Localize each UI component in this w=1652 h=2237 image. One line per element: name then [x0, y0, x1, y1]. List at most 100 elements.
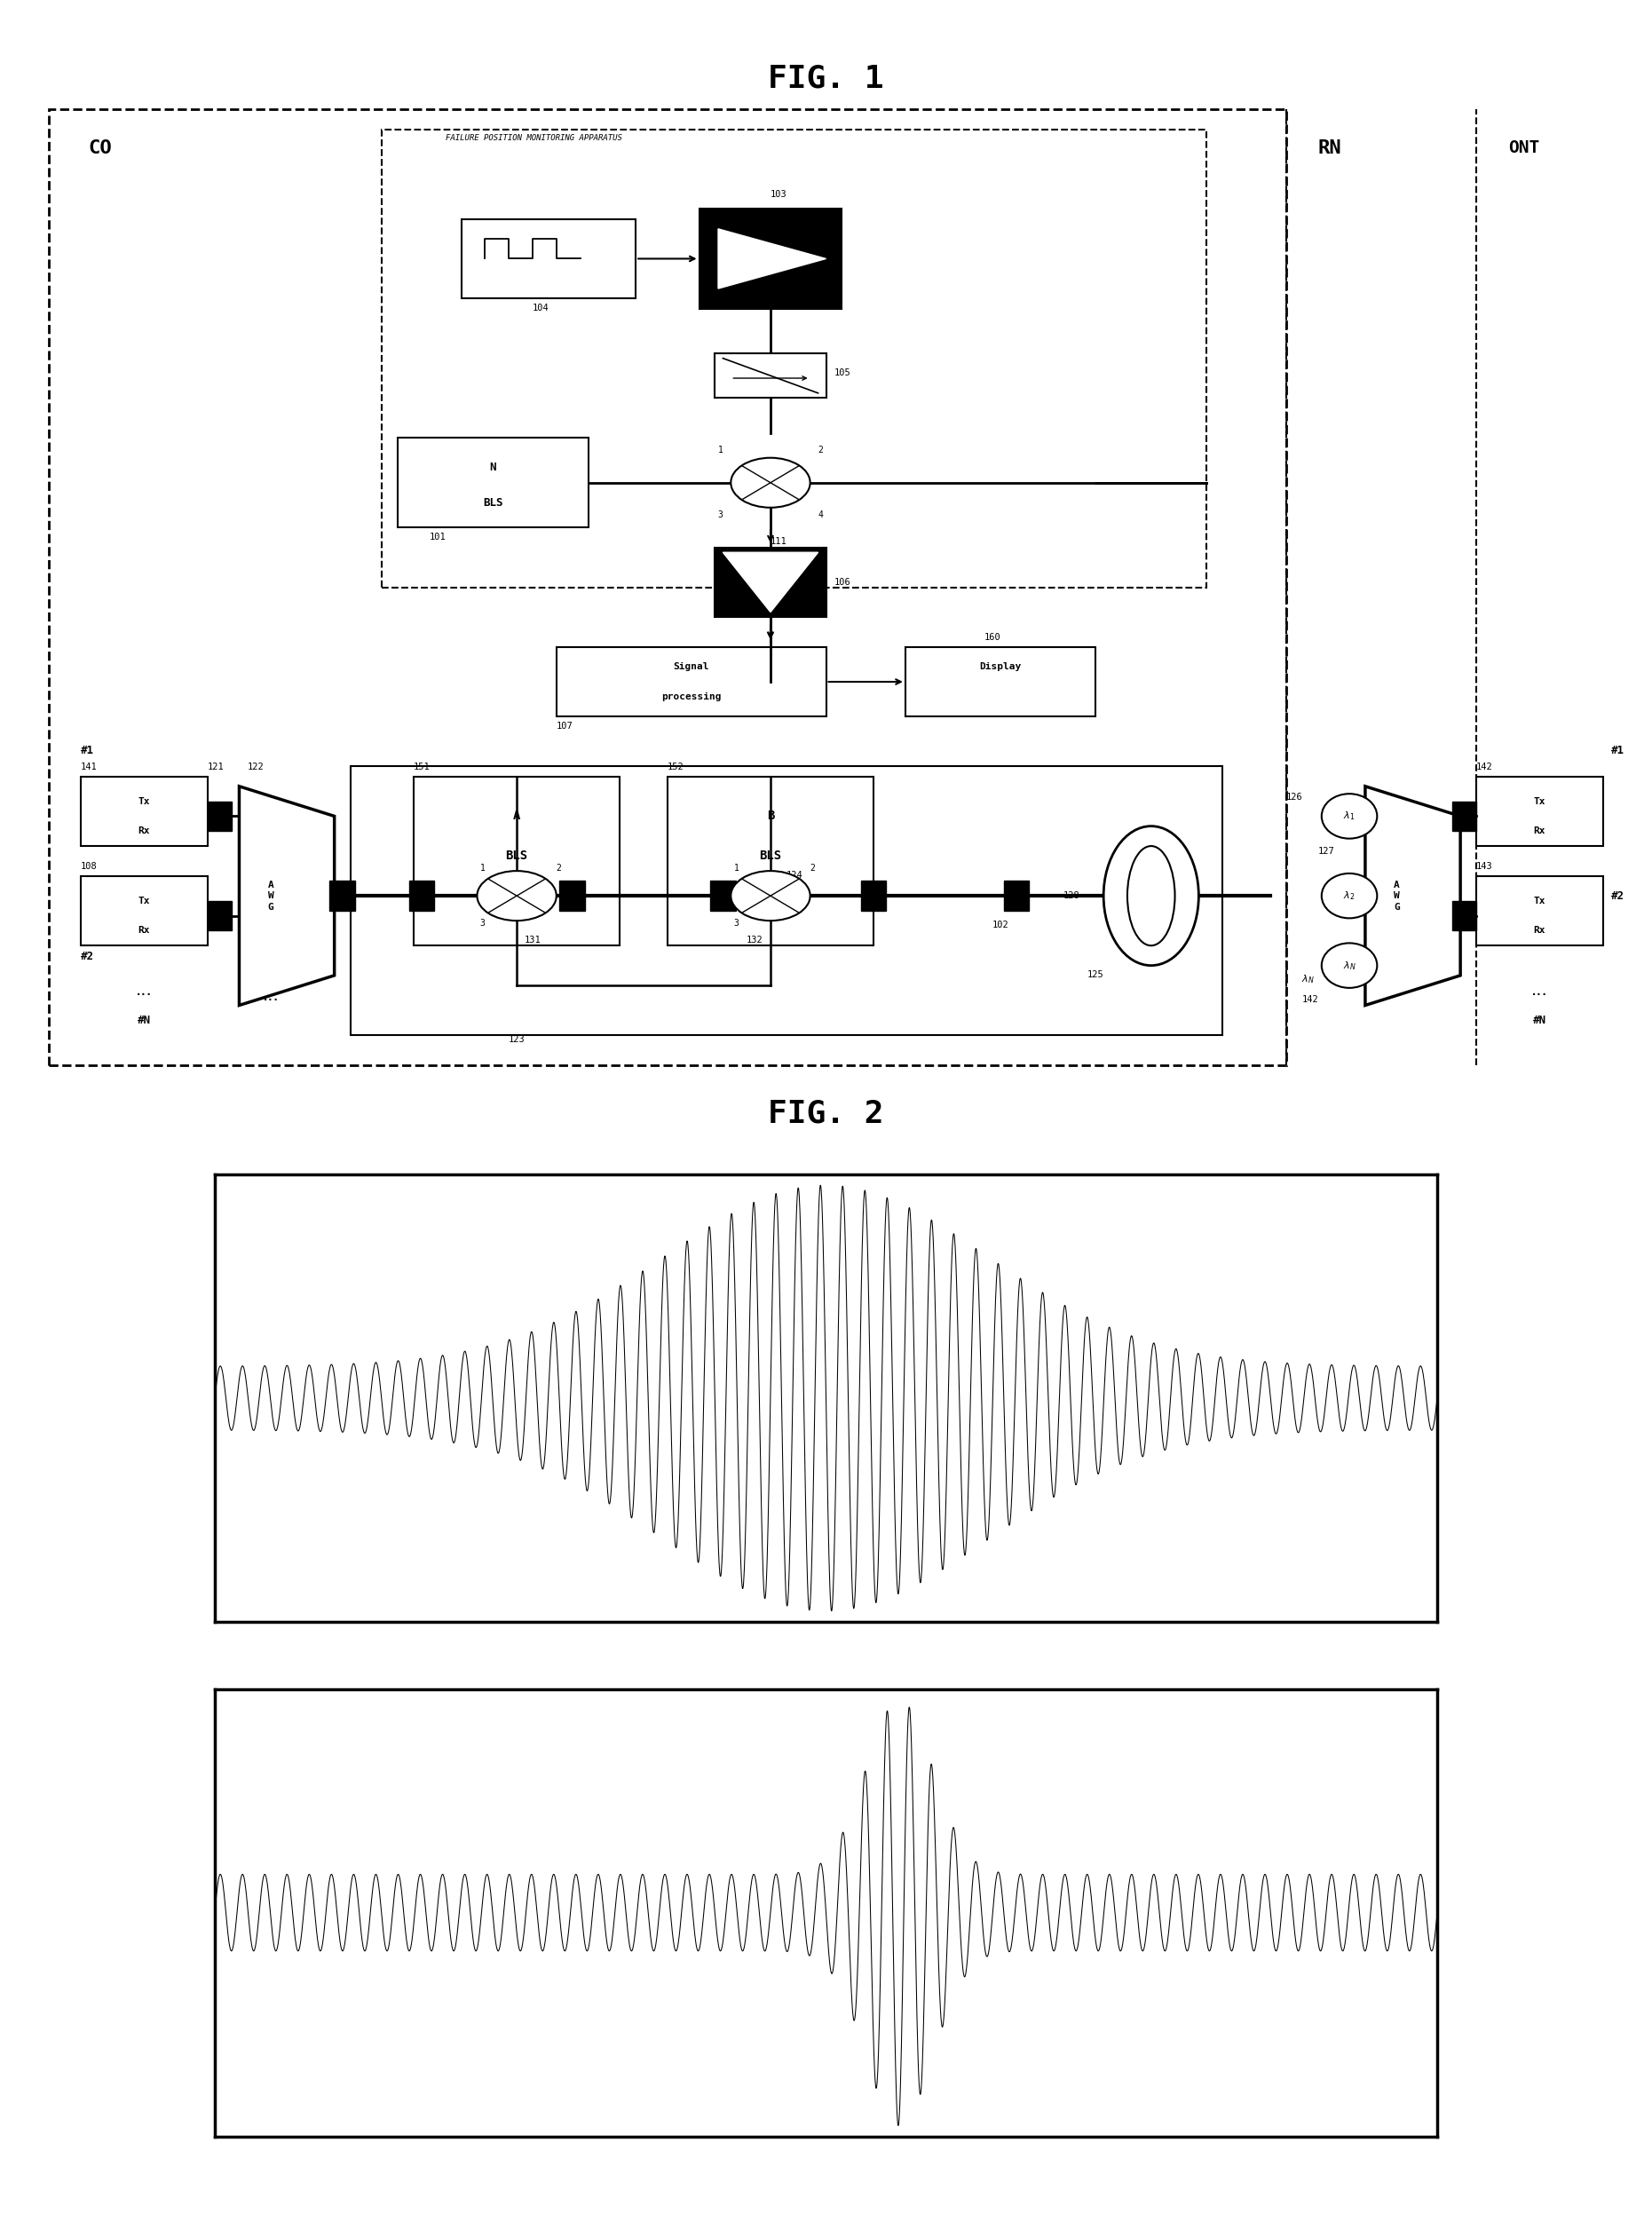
Ellipse shape	[1322, 872, 1378, 917]
Text: #2: #2	[1611, 890, 1624, 902]
Text: ...: ...	[1531, 982, 1548, 998]
Text: Tx: Tx	[1533, 796, 1546, 805]
Text: 160: 160	[985, 633, 1001, 642]
Text: 1: 1	[733, 863, 738, 872]
Text: 125: 125	[1087, 971, 1104, 980]
Bar	[1477, 776, 1602, 846]
Text: 141: 141	[81, 763, 97, 772]
Text: #2: #2	[81, 951, 94, 962]
Text: CO: CO	[89, 139, 112, 157]
Text: Rx: Rx	[1533, 926, 1546, 935]
Text: ...: ...	[263, 987, 279, 1004]
Text: 2: 2	[809, 863, 816, 872]
Text: BLS: BLS	[506, 850, 529, 861]
Text: 2: 2	[818, 445, 823, 454]
Text: Tx: Tx	[139, 897, 150, 906]
Text: 3: 3	[733, 919, 738, 928]
Text: 102: 102	[993, 922, 1009, 931]
Text: Rx: Rx	[1533, 828, 1546, 837]
Text: 128: 128	[1064, 890, 1080, 899]
Bar	[715, 353, 826, 398]
Bar	[50, 110, 1285, 1065]
Text: A
W
G: A W G	[1394, 881, 1399, 910]
Text: $\lambda_N$: $\lambda_N$	[1343, 960, 1356, 971]
Text: Signal: Signal	[674, 662, 709, 671]
Bar	[710, 881, 735, 910]
Text: 4: 4	[818, 510, 823, 519]
Polygon shape	[719, 228, 826, 289]
Text: 101: 101	[430, 532, 446, 541]
Text: 127: 127	[1318, 848, 1335, 857]
Ellipse shape	[1322, 794, 1378, 839]
Text: 107: 107	[557, 723, 573, 731]
Text: N: N	[489, 463, 496, 474]
Text: ...: ...	[135, 982, 152, 998]
Text: 124: 124	[786, 870, 803, 879]
Text: #N: #N	[1533, 1013, 1546, 1027]
Bar	[560, 881, 585, 910]
Circle shape	[730, 870, 809, 922]
Bar	[667, 776, 874, 946]
Bar	[557, 646, 826, 716]
Bar	[81, 877, 208, 946]
Text: 121: 121	[208, 763, 225, 772]
Text: FIG. 2: FIG. 2	[768, 1098, 884, 1130]
Text: 106: 106	[834, 577, 851, 586]
Bar	[699, 208, 843, 309]
Text: BLS: BLS	[482, 497, 502, 508]
Text: 151: 151	[413, 763, 430, 772]
Text: Rx: Rx	[139, 828, 150, 837]
Text: processing: processing	[661, 691, 722, 700]
Text: 142: 142	[1302, 995, 1318, 1004]
Circle shape	[730, 459, 809, 508]
Ellipse shape	[1104, 825, 1199, 966]
Text: $\lambda_1$: $\lambda_1$	[1343, 810, 1355, 823]
Text: 143: 143	[1477, 861, 1493, 870]
Text: 1: 1	[717, 445, 724, 454]
Text: RN: RN	[1318, 139, 1341, 157]
Text: 103: 103	[770, 190, 786, 199]
Bar	[1004, 881, 1029, 910]
Bar	[208, 902, 231, 931]
Text: 108: 108	[81, 861, 97, 870]
Bar	[1452, 801, 1477, 832]
Text: 3: 3	[717, 510, 724, 519]
Bar	[413, 776, 620, 946]
Text: A
W
G: A W G	[268, 881, 274, 910]
Ellipse shape	[1322, 944, 1378, 989]
Text: A: A	[514, 810, 520, 823]
Ellipse shape	[1127, 846, 1175, 946]
Bar	[330, 881, 355, 910]
Bar	[208, 801, 231, 832]
Bar	[1452, 902, 1477, 931]
Text: 105: 105	[834, 369, 851, 378]
Bar	[461, 219, 636, 298]
Text: Tx: Tx	[139, 796, 150, 805]
Text: Display: Display	[980, 662, 1021, 671]
Bar	[715, 548, 826, 617]
Bar	[1477, 877, 1602, 946]
Text: 131: 131	[525, 935, 542, 944]
Bar	[398, 438, 588, 528]
Bar	[350, 767, 1222, 1036]
Text: #1: #1	[81, 745, 94, 756]
Text: ONT: ONT	[1508, 139, 1540, 157]
Bar	[905, 646, 1095, 716]
Text: 123: 123	[509, 1036, 525, 1045]
Text: 142: 142	[1477, 763, 1493, 772]
Text: 2: 2	[557, 863, 562, 872]
Text: B: B	[767, 810, 775, 823]
Text: $\lambda_2$: $\lambda_2$	[1343, 890, 1355, 902]
Bar	[861, 881, 885, 910]
Text: 132: 132	[747, 935, 763, 944]
Circle shape	[477, 870, 557, 922]
Text: 111: 111	[770, 537, 786, 546]
Text: BLS: BLS	[760, 850, 781, 861]
Polygon shape	[1365, 787, 1460, 1004]
Bar	[81, 776, 208, 846]
Text: 122: 122	[248, 763, 264, 772]
Text: 1: 1	[479, 863, 486, 872]
Text: FIG. 1: FIG. 1	[768, 63, 884, 94]
Bar	[382, 130, 1206, 586]
Text: Rx: Rx	[139, 926, 150, 935]
